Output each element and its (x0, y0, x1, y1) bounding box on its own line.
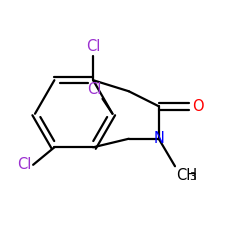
Text: N: N (153, 131, 164, 146)
Text: Cl: Cl (86, 40, 100, 54)
Text: Cl: Cl (87, 82, 101, 98)
Text: 3: 3 (189, 172, 196, 182)
Text: Cl: Cl (17, 157, 31, 172)
Text: O: O (192, 99, 203, 114)
Text: CH: CH (176, 168, 198, 182)
